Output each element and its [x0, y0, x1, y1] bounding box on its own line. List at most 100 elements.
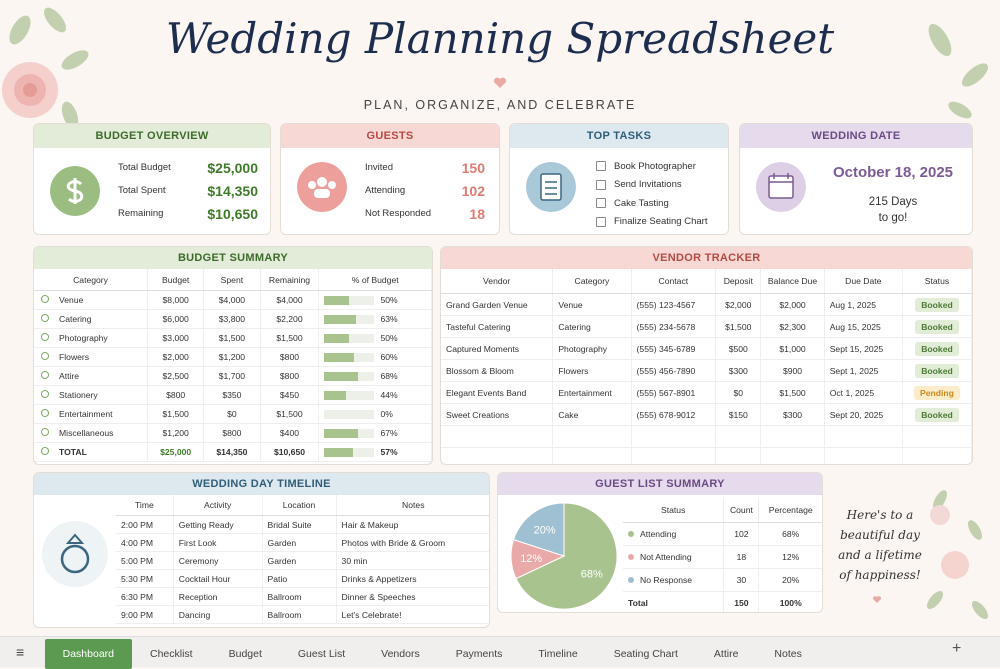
pie-label: 68% [581, 569, 603, 581]
cell-text: $1,500 [276, 409, 303, 419]
cell-text: $300 [728, 365, 748, 376]
cell: $1,500 [203, 328, 261, 348]
cell-text: Not Attending [640, 552, 692, 562]
cell: 20% [758, 568, 822, 592]
sheet-tab[interactable]: Guest List [297, 648, 346, 660]
quote-line: and a lifetime [838, 548, 922, 562]
cell: Tasteful Catering [441, 315, 554, 338]
sheet-tab[interactable]: Payments [455, 648, 503, 660]
cell: $500 [715, 337, 762, 360]
cell: $150 [715, 403, 762, 426]
cell: (555) 234-5678 [631, 315, 717, 338]
column-header: Notes [336, 495, 489, 516]
cell: $6,000 [147, 309, 205, 329]
legend-dot [628, 554, 634, 560]
checkbox[interactable] [596, 198, 606, 209]
checkbox[interactable] [596, 161, 606, 172]
cell: Elegant Events Band [441, 381, 554, 404]
sheet-tab[interactable]: Vendors [381, 648, 420, 660]
cell: 68% [758, 522, 822, 546]
cell: 18 [723, 545, 760, 569]
task-label: Finalize Seating Chart [614, 216, 708, 228]
table-row: 5:30 PM Cocktail Hour Patio Drinks & Appeti… [116, 569, 489, 588]
cell-text: $2,300 [779, 321, 806, 332]
cell-text: Sweet Creations [446, 409, 510, 420]
stat-value: 102 [461, 182, 485, 199]
cell-text: $1,000 [779, 343, 806, 354]
table: Status Count Percentage Attending 102 68% Not … [623, 497, 822, 612]
cell-text: $300 [782, 409, 803, 420]
cell-text: $500 [728, 343, 748, 354]
cell: Drinks & Appetizers [336, 569, 489, 588]
cell-text: $150 [728, 409, 748, 420]
cell: Not Attending [623, 545, 725, 569]
cell-text: First Look [178, 537, 217, 548]
cell-text: $6,000 [162, 314, 189, 324]
header-row: Status Count Percentage [623, 497, 822, 523]
cell-text: Sept 20, 2025 [829, 409, 884, 420]
cell: $450 [260, 385, 320, 405]
cell-text: 30 min [341, 555, 368, 566]
progress-track [324, 334, 375, 344]
table-row: Attending 102 68% [623, 522, 822, 546]
clipboard-icon [526, 162, 576, 212]
cell: $2,000 [147, 347, 205, 367]
empty-row [441, 425, 972, 448]
cell-text: Total [628, 598, 648, 608]
cell-text: 102 [734, 529, 749, 539]
cell-text: Tasteful Catering [446, 321, 511, 332]
cell-text: Photos with Bride & Groom [341, 537, 446, 548]
empty-cell [902, 447, 972, 464]
table-row: Blossom & Bloom Flowers (555) 456-7890 $300… [441, 359, 972, 382]
sheet-tab[interactable]: Notes [774, 648, 802, 660]
cell-text: Venue [558, 299, 583, 310]
sheet-tab[interactable]: Checklist [150, 648, 193, 660]
cell-text: Ballroom [267, 609, 302, 620]
category-icon [41, 409, 49, 417]
sheet-tabs: ≡ Dashboard Checklist Budget Guest List Vend… [0, 636, 1000, 669]
cell-text: Flowers [558, 365, 589, 376]
checkbox[interactable] [596, 179, 606, 190]
cell-text: (555) 123-4567 [636, 299, 696, 310]
cell: $4,000 [260, 290, 320, 310]
task: Finalize Seating Chart [596, 213, 707, 232]
column-header: % of Budget [318, 269, 432, 291]
cell: Reception [173, 587, 263, 606]
table-row: Attire $2,500 $1,700 $800 68% [34, 366, 432, 386]
cell-text: $4,000 [218, 295, 246, 305]
empty-cell [715, 447, 762, 464]
cell: $800 [147, 385, 205, 405]
cell: 60% [318, 347, 432, 367]
sheet-tab[interactable]: Dashboard [44, 639, 132, 669]
panel-title: VENDOR TRACKER [441, 247, 972, 269]
add-sheet-button[interactable]: + [952, 640, 962, 657]
cell: Catering [552, 315, 632, 338]
cell: 5:00 PM [116, 551, 174, 570]
category-icon [41, 447, 49, 455]
column-header: Category [552, 269, 632, 294]
cell: First Look [173, 533, 263, 552]
empty-cell [552, 425, 632, 448]
budget-overview-card: BUDGET OVERVIEW Total Budget $25,000 Total… [33, 123, 271, 235]
sheet-tab[interactable]: Budget [228, 648, 262, 660]
stat-list: Invited 150 Attending 102 Not Responded 18 [365, 156, 485, 225]
cell: Photos with Bride & Groom [336, 533, 489, 552]
stat-label: Attending [365, 185, 406, 196]
sheet-tab[interactable]: Attire [713, 648, 739, 660]
cell-text: Photography [558, 343, 608, 354]
progress-bar [324, 448, 353, 458]
cell-text: $2,200 [276, 314, 303, 324]
cell-text: $450 [279, 390, 300, 400]
sheet-tab[interactable]: Seating Chart [613, 648, 678, 660]
stat-value: $25,000 [207, 159, 258, 176]
table-row: Grand Garden Venue Venue (555) 123-4567 $2,… [441, 293, 972, 316]
cell-text: Entertainment [558, 387, 612, 398]
cell-text: $900 [782, 365, 803, 376]
cell: Ballroom [262, 605, 337, 624]
title: Wedding Planning Spreadsheet [165, 14, 835, 63]
menu-button[interactable]: ≡ [16, 644, 25, 660]
sheet-tab[interactable]: Timeline [538, 648, 578, 660]
checkbox[interactable] [596, 216, 606, 227]
cell-text: Garden [267, 555, 297, 566]
guest-list-summary-panel: GUEST LIST SUMMARY 68% 12% 20% Status Count… [497, 472, 823, 613]
